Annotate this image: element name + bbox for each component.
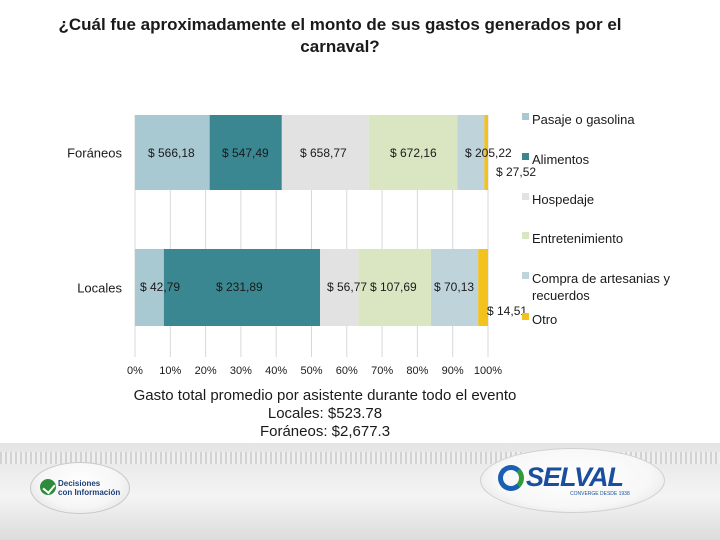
data-label: $ 566,18 [148, 146, 195, 160]
data-label: $ 658,77 [300, 146, 347, 160]
selval-logo-tagline: CONVERGE DESDE 1938 [570, 491, 630, 497]
data-label: $ 14,51 [487, 304, 527, 318]
legend-label: Pasaje o gasolina [532, 112, 635, 127]
bar-segment [358, 249, 431, 326]
bar-segment [430, 249, 479, 326]
bar-segment [320, 249, 359, 326]
legend-swatch [522, 313, 529, 320]
x-tick-label: 100% [474, 365, 502, 377]
data-label: $ 205,22 [465, 146, 512, 160]
summary-line-2: Locales: $523.78 [267, 405, 383, 422]
selval-o-icon [498, 465, 524, 491]
data-label: $ 70,13 [434, 280, 474, 294]
selval-logo: SELVAL CONVERGE DESDE 1938 [480, 448, 665, 513]
x-tick-label: 50% [300, 365, 322, 377]
legend-label: Otro [532, 312, 557, 327]
x-tick-label: 80% [406, 365, 428, 377]
chart-title: ¿Cuál fue aproximadamente el monto de su… [20, 14, 660, 58]
bar-segment [484, 115, 488, 190]
legend-label: Alimentos [532, 152, 590, 167]
legend-swatch [522, 272, 529, 279]
legend-label: Entretenimiento [532, 231, 623, 246]
data-label: $ 42,79 [140, 280, 180, 294]
x-tick-label: 70% [371, 365, 393, 377]
x-tick-label: 90% [442, 365, 464, 377]
legend-swatch [522, 153, 529, 160]
decisiones-logo-line-1: Decisiones [58, 479, 101, 488]
chart-title-line-1: ¿Cuál fue aproximadamente el monto de su… [58, 15, 622, 34]
bar-segment [209, 115, 282, 190]
legend-swatch [522, 232, 529, 239]
bar-segment [135, 249, 164, 326]
legend-label: Compra de artesanias y [532, 271, 671, 286]
legend-swatch [522, 113, 529, 120]
data-label: $ 672,16 [390, 146, 437, 160]
data-label: $ 56,77 [327, 280, 367, 294]
legend-swatch [522, 193, 529, 200]
legend-label-continued: recuerdos [532, 288, 590, 303]
data-label: $ 547,49 [222, 146, 269, 160]
category-label: Foráneos [67, 146, 122, 161]
x-tick-label: 40% [265, 365, 287, 377]
bar-segment [281, 115, 369, 190]
data-label: $ 231,89 [216, 280, 263, 294]
summary-line-1: Gasto total promedio por asistente duran… [133, 387, 517, 404]
chart-title-line-2: carnaval? [300, 37, 380, 56]
x-tick-label: 0% [127, 365, 143, 377]
data-label: $ 27,52 [496, 165, 536, 179]
x-tick-label: 60% [336, 365, 358, 377]
data-label: $ 107,69 [370, 280, 417, 294]
summary-line-3: Foráneos: $2,677.3 [259, 423, 391, 440]
decisiones-logo-line-2: con Información [58, 488, 121, 497]
stacked-bar-chart: Foráneos $ 566,18 $ 547,49 $ 658,77 $ 672,16… [67, 112, 671, 377]
check-icon [40, 479, 56, 495]
legend-label: Hospedaje [532, 192, 594, 207]
selval-logo-word: SELVAL [526, 462, 624, 492]
category-label: Locales [77, 281, 122, 296]
bar-segment [135, 115, 210, 190]
x-tick-label: 20% [195, 365, 217, 377]
bar-segment [368, 115, 458, 190]
x-tick-label: 10% [159, 365, 181, 377]
bar-segment [478, 249, 488, 326]
bar-segment [457, 115, 485, 190]
bar-segment [163, 249, 321, 326]
x-tick-label: 30% [230, 365, 252, 377]
decisiones-logo: Decisiones con Información [30, 462, 130, 514]
summary-text: Gasto total promedio por asistente duran… [100, 387, 550, 441]
